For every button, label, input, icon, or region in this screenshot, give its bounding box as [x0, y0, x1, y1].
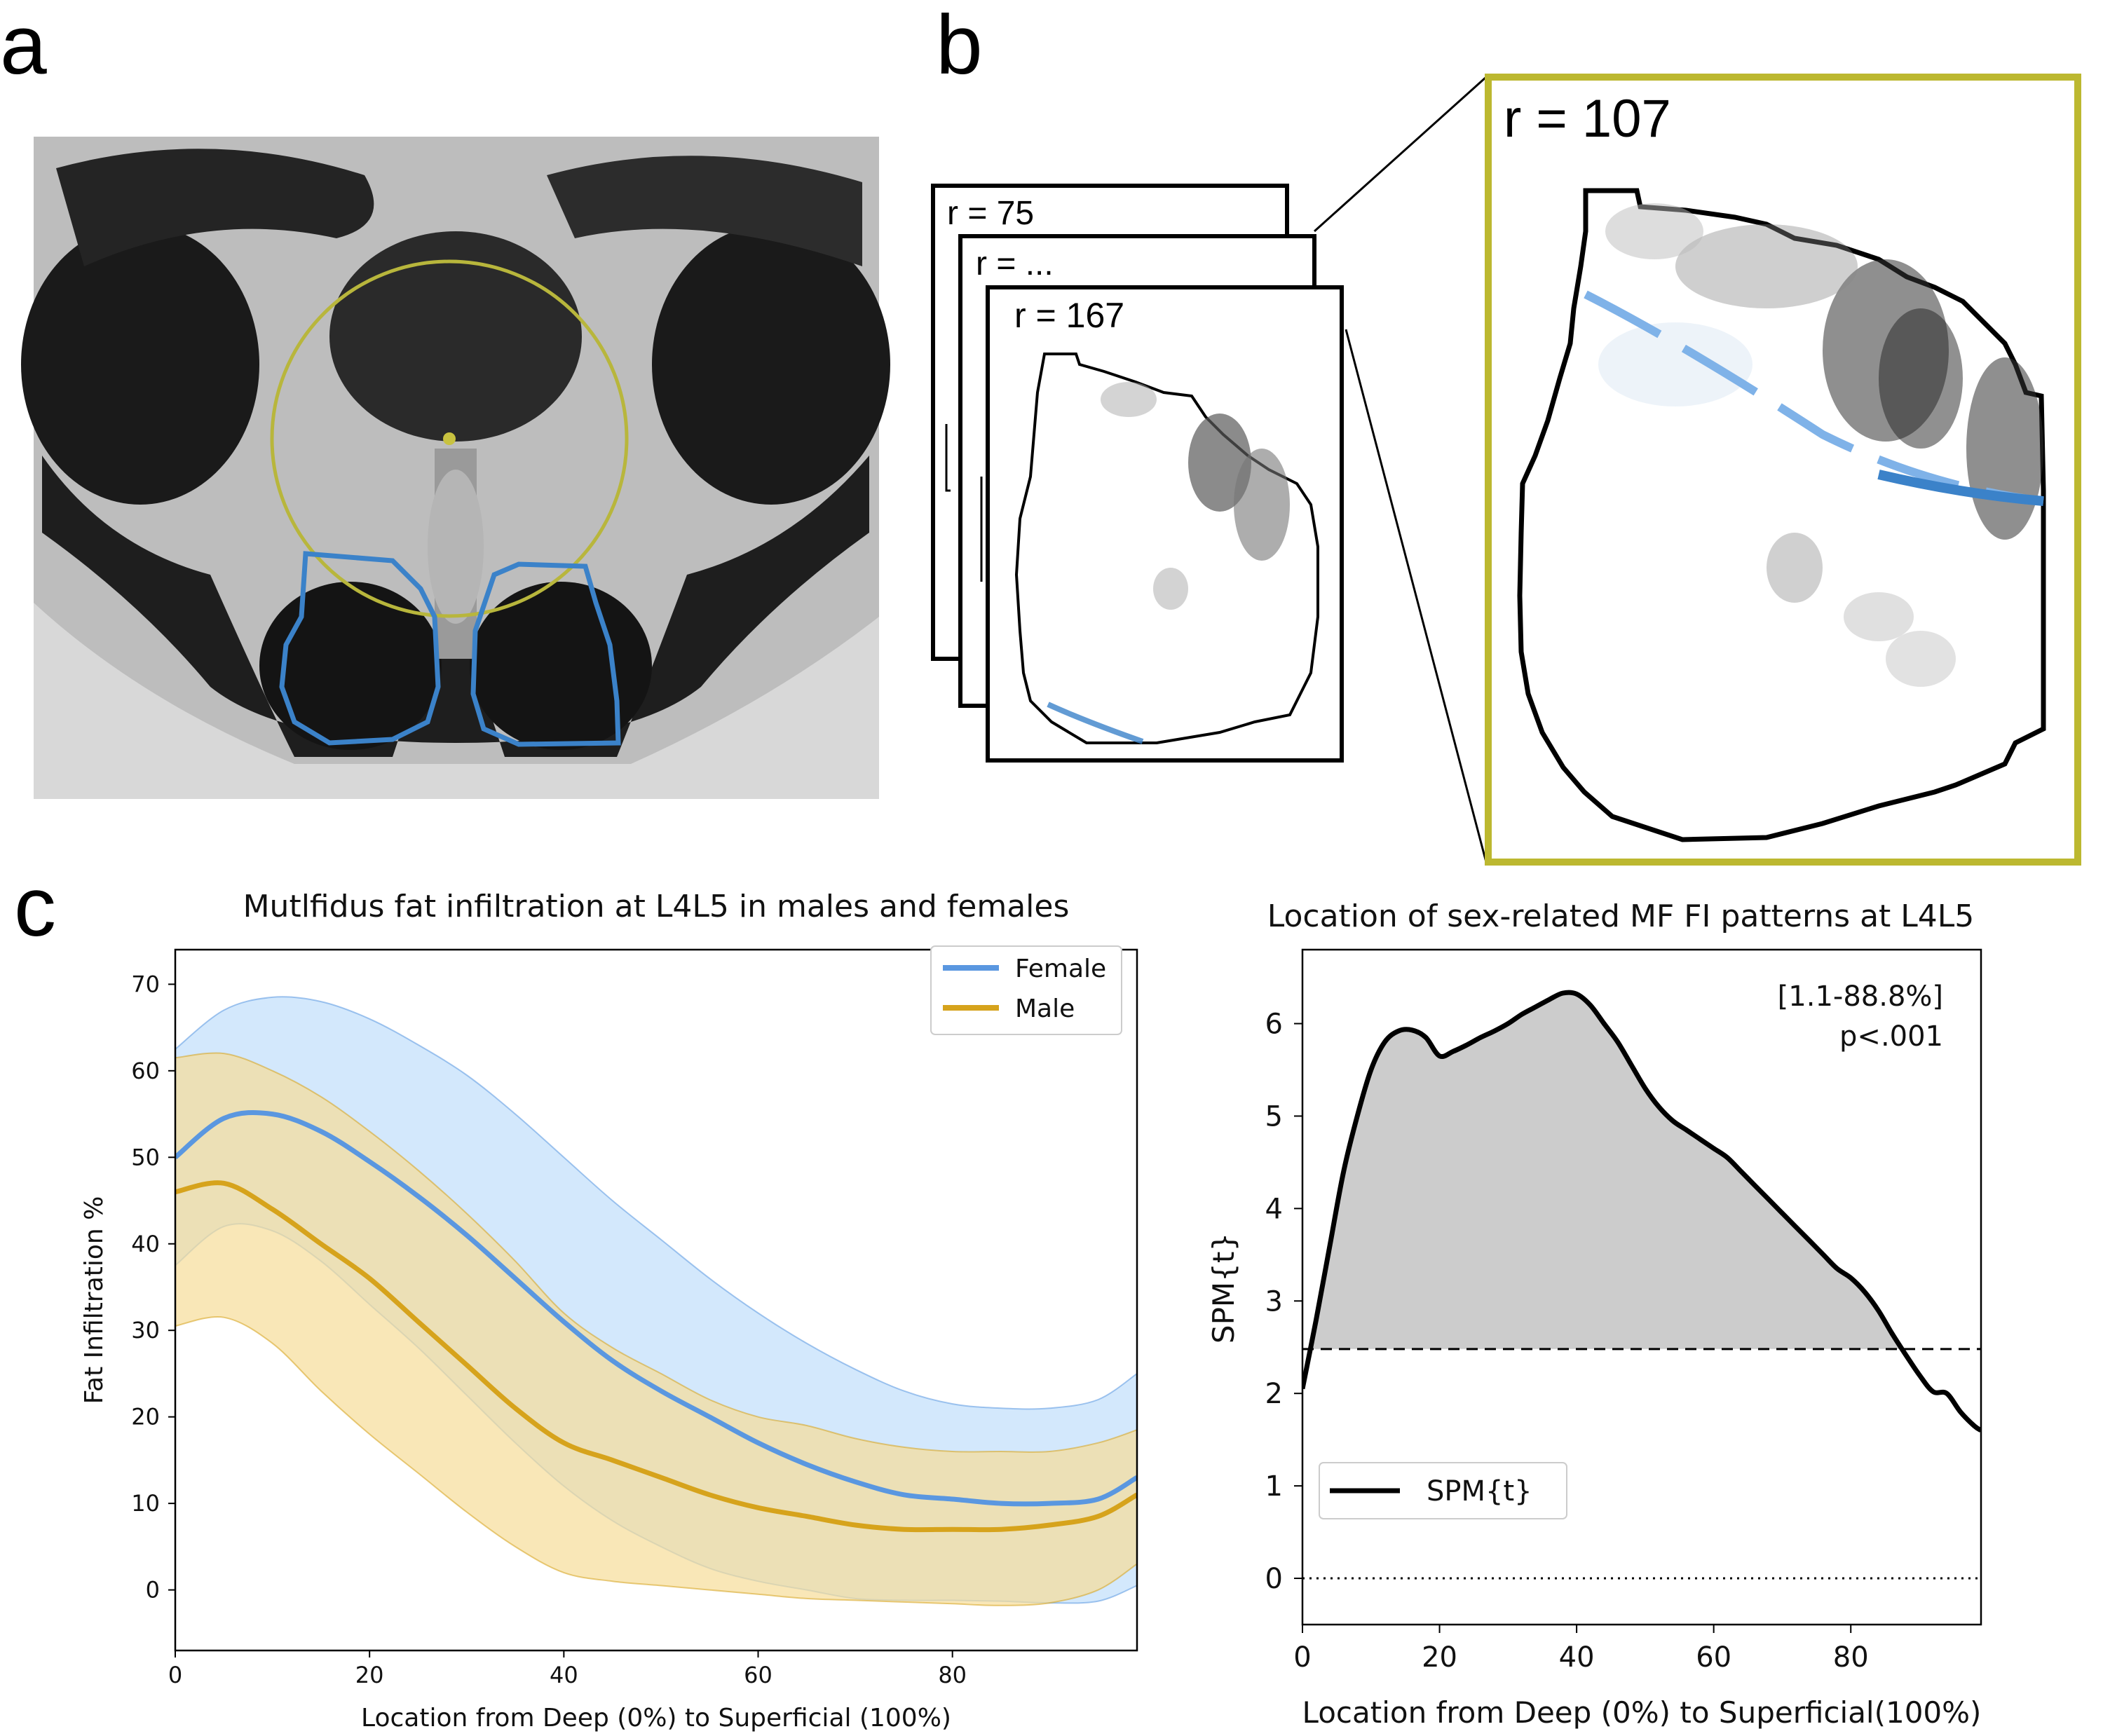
- c1-axes-frame: [174, 948, 1138, 1652]
- slice-label-75: r = 75: [947, 195, 1034, 232]
- c1-title: Mutlfidus fat infiltration at L4L5 in ma…: [243, 889, 1070, 924]
- zoom-line-top: [1313, 76, 1488, 233]
- vertebral-circle: [270, 259, 629, 618]
- c2-xtick-label: 60: [1696, 1641, 1731, 1674]
- c2-ytick-label: 4: [1265, 1193, 1283, 1225]
- c2-xtick-label: 80: [1833, 1641, 1869, 1674]
- slice-label-ellipsis: r = ...: [976, 245, 1054, 282]
- c1-line-male: [175, 1180, 1137, 1533]
- c2-annotation-pvalue: p<.001: [1839, 1020, 1943, 1053]
- c1-xlabel: Location from Deep (0%) to Superficial (…: [361, 1704, 951, 1732]
- panel-b-letter: b: [936, 0, 983, 92]
- circle-center-dot: [443, 432, 456, 445]
- c1-ytick-label: 20: [131, 1404, 160, 1430]
- c2-axes-frame: [1301, 948, 1982, 1626]
- c1-legend: Female Male: [930, 945, 1122, 1035]
- c1-ylabel: Fat Infiltration %: [80, 1196, 109, 1404]
- c1-xtick-label: 40: [550, 1662, 578, 1688]
- slice-label-167: r = 167: [1014, 296, 1124, 335]
- c2-spm-curve: [1302, 990, 1981, 1433]
- zoomed-slice: r = 107: [1485, 74, 2081, 866]
- c1-ytick-label: 70: [131, 971, 160, 997]
- mri-axial-image: [21, 137, 890, 799]
- c2-xtick-label: 0: [1293, 1641, 1311, 1674]
- c2-supra-threshold-area: [1310, 992, 1903, 1349]
- c1-ytick-label: 10: [131, 1490, 160, 1517]
- panel-c-letter: c: [14, 860, 56, 954]
- c2-title: Location of sex-related MF FI patterns a…: [1267, 898, 1975, 934]
- fat-infiltration-chart: Mutlfidus fat infiltration at L4L5 in ma…: [80, 889, 1138, 1732]
- c1-ytick-label: 60: [131, 1058, 160, 1084]
- c1-xtick-label: 20: [355, 1662, 384, 1688]
- c2-xtick-label: 40: [1559, 1641, 1595, 1674]
- zoom-label: r = 107: [1504, 89, 1671, 149]
- c1-ytick-label: 30: [131, 1317, 160, 1344]
- panel-a-letter: a: [0, 0, 47, 92]
- c2-xlabel: Location from Deep (0%) to Superficial(1…: [1302, 1695, 1982, 1730]
- c2-ytick-label: 2: [1265, 1378, 1283, 1410]
- c2-ytick-label: 5: [1265, 1100, 1283, 1133]
- c2-ytick-label: 3: [1265, 1285, 1283, 1318]
- spm-chart: Location of sex-related MF FI patterns a…: [1206, 898, 1982, 1730]
- c2-legend-box: [1319, 1462, 1567, 1519]
- c2-legend: SPM{t}: [1319, 1462, 1567, 1519]
- left-multifidus-roi: [279, 551, 441, 746]
- c1-ytick-label: 0: [146, 1577, 160, 1604]
- c1-legend-female: Female: [1015, 955, 1106, 983]
- c2-ytick-label: 1: [1265, 1470, 1283, 1503]
- slice-stack: r = 75 r = ... r = 167: [931, 184, 1344, 763]
- c2-ylabel: SPM{t}: [1206, 1233, 1241, 1344]
- c1-ytick-label: 50: [131, 1144, 160, 1170]
- c1-line-female: [175, 1110, 1137, 1507]
- c1-xtick-label: 60: [744, 1662, 773, 1688]
- c2-xtick-label: 20: [1422, 1641, 1457, 1674]
- c1-xtick-label: 0: [168, 1662, 182, 1688]
- c2-ytick-label: 6: [1265, 1009, 1283, 1041]
- c1-legend-male: Male: [1015, 995, 1075, 1023]
- right-multifidus-roi: [470, 561, 621, 747]
- c1-band-male: [175, 1052, 1137, 1606]
- zoom-line-bottom: [1345, 329, 1488, 863]
- c2-ytick-label: 0: [1265, 1563, 1283, 1595]
- c1-xtick-label: 80: [938, 1662, 967, 1688]
- c2-annotation-range: [1.1-88.8%]: [1778, 980, 1943, 1013]
- c1-ytick-label: 40: [131, 1231, 160, 1257]
- c2-legend-label: SPM{t}: [1427, 1475, 1532, 1508]
